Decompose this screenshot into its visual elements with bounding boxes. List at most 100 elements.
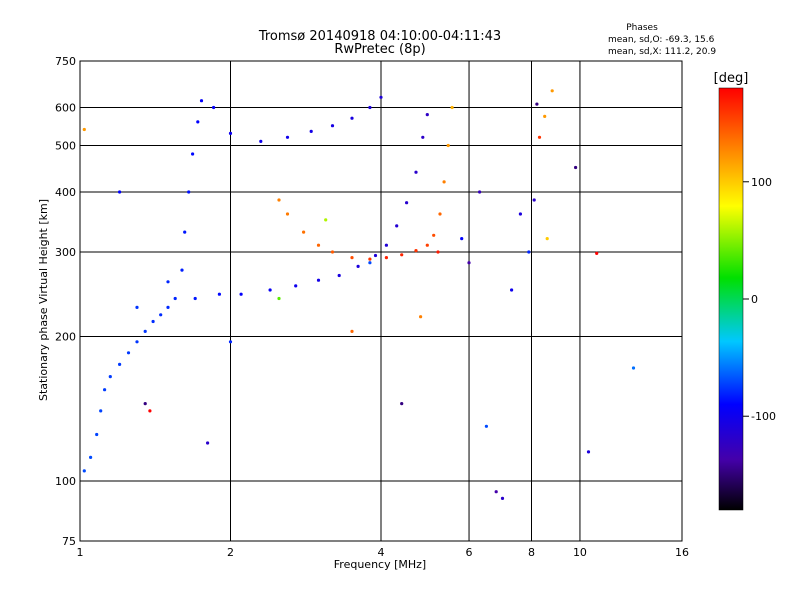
echo-point bbox=[450, 105, 454, 110]
y-tick-label: 75 bbox=[62, 535, 76, 548]
echo-point bbox=[478, 190, 482, 194]
echo-point bbox=[206, 441, 210, 445]
plot-frame bbox=[79, 60, 683, 542]
chart-title: Tromsø 20140918 04:10:00-04:11:43 bbox=[258, 29, 501, 44]
echo-point bbox=[259, 139, 263, 143]
x-tick-label: 10 bbox=[573, 546, 587, 559]
echo-point bbox=[193, 296, 197, 301]
echo-point bbox=[574, 165, 578, 170]
echo-point bbox=[467, 261, 471, 265]
echo-point bbox=[631, 366, 636, 370]
echo-point bbox=[356, 264, 360, 268]
echo-point bbox=[421, 135, 425, 139]
x-tick-label: 1 bbox=[77, 546, 84, 559]
echo-point bbox=[337, 273, 341, 278]
echo-point bbox=[419, 315, 423, 319]
echo-point bbox=[414, 249, 418, 253]
echo-point bbox=[285, 135, 290, 139]
echo-point bbox=[151, 319, 155, 324]
echo-point bbox=[159, 313, 163, 317]
colorbar-tick-label: 100 bbox=[751, 176, 772, 189]
x-tick-label: 8 bbox=[528, 546, 535, 559]
x-tick-label: 2 bbox=[227, 546, 234, 559]
echo-point bbox=[384, 243, 388, 247]
echo-point bbox=[277, 198, 281, 202]
echo-point bbox=[537, 135, 542, 139]
echo-point bbox=[373, 253, 378, 258]
echo-point bbox=[368, 257, 372, 261]
echo-point bbox=[350, 329, 354, 333]
echo-point bbox=[330, 124, 335, 128]
phases-title: Phases bbox=[626, 23, 658, 33]
echo-point bbox=[268, 288, 272, 292]
echo-point bbox=[103, 388, 107, 392]
echo-point bbox=[180, 268, 184, 272]
echo-point bbox=[527, 250, 531, 254]
echo-point bbox=[500, 496, 505, 500]
echo-point bbox=[316, 278, 321, 282]
colorbar-tick-label: 0 bbox=[751, 293, 758, 306]
y-tick-label: 300 bbox=[55, 246, 76, 259]
y-axis-ticks: 75 100 200 300 400 500 600 750 bbox=[55, 55, 76, 548]
echo-point bbox=[330, 250, 335, 254]
echo-point bbox=[350, 256, 354, 260]
x-axis-ticks: 1 2 4 6 8 10 16 bbox=[77, 546, 690, 559]
x-tick-label: 6 bbox=[466, 546, 473, 559]
echo-point bbox=[143, 402, 147, 406]
colorbar-gradient bbox=[718, 87, 744, 511]
echo-point bbox=[436, 250, 440, 254]
echo-point bbox=[212, 105, 216, 110]
echo-point bbox=[118, 362, 122, 366]
echo-point bbox=[400, 253, 404, 257]
echo-point bbox=[442, 180, 446, 184]
echo-point bbox=[414, 170, 418, 174]
colorbar-label: [deg] bbox=[714, 71, 749, 86]
echo-point bbox=[400, 402, 404, 406]
echo-point bbox=[199, 99, 204, 103]
echo-point bbox=[89, 455, 93, 459]
echo-point bbox=[148, 409, 152, 413]
echo-point bbox=[108, 375, 112, 379]
echo-point bbox=[302, 230, 306, 234]
y-tick-label: 200 bbox=[55, 331, 76, 344]
echo-point bbox=[95, 432, 99, 437]
echo-point bbox=[143, 329, 147, 333]
phase-colorbar: [deg] 100 0 -100 bbox=[714, 71, 776, 511]
echo-point bbox=[446, 143, 450, 148]
echo-point bbox=[510, 288, 514, 292]
echo-point bbox=[595, 251, 599, 255]
phases-x-stats: mean, sd,X: 111.2, 20.9 bbox=[608, 47, 716, 57]
echo-point bbox=[535, 102, 539, 106]
echo-point bbox=[217, 292, 221, 296]
echo-point bbox=[532, 198, 536, 202]
echo-point bbox=[196, 120, 200, 124]
phases-o-stats: mean, sd,O: -69.3, 15.6 bbox=[608, 35, 715, 45]
echo-point bbox=[395, 224, 399, 228]
echo-point bbox=[484, 424, 488, 428]
echo-point bbox=[228, 340, 233, 344]
echo-point bbox=[99, 409, 103, 413]
echo-point bbox=[438, 212, 442, 216]
y-tick-label: 500 bbox=[55, 140, 76, 153]
echo-point bbox=[405, 201, 409, 205]
echo-point bbox=[183, 230, 187, 234]
echo-point bbox=[384, 256, 388, 260]
echo-point bbox=[316, 243, 321, 247]
echo-point bbox=[379, 95, 383, 99]
echo-point bbox=[187, 190, 191, 194]
x-tick-label: 4 bbox=[378, 546, 385, 559]
y-tick-label: 600 bbox=[55, 102, 76, 115]
echo-point bbox=[239, 292, 243, 296]
y-tick-label: 100 bbox=[55, 475, 76, 488]
echo-point bbox=[518, 212, 523, 216]
chart-subtitle: RwPretec (8p) bbox=[334, 42, 425, 57]
echo-point bbox=[350, 116, 354, 120]
colorbar-tick-label: -100 bbox=[751, 410, 776, 423]
echo-point bbox=[432, 233, 436, 237]
echo-point bbox=[294, 284, 298, 288]
echo-point bbox=[324, 218, 328, 222]
x-axis-label: Frequency [MHz] bbox=[334, 558, 426, 571]
echo-point bbox=[494, 490, 498, 494]
y-tick-label: 750 bbox=[55, 55, 76, 68]
